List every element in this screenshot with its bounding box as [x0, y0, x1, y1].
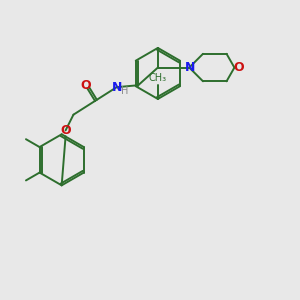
- Text: H: H: [121, 86, 128, 96]
- Text: O: O: [80, 79, 91, 92]
- Text: N: N: [185, 61, 195, 74]
- Text: O: O: [60, 124, 71, 137]
- Text: CH₃: CH₃: [149, 73, 167, 83]
- Text: N: N: [111, 81, 122, 94]
- Text: O: O: [233, 61, 244, 74]
